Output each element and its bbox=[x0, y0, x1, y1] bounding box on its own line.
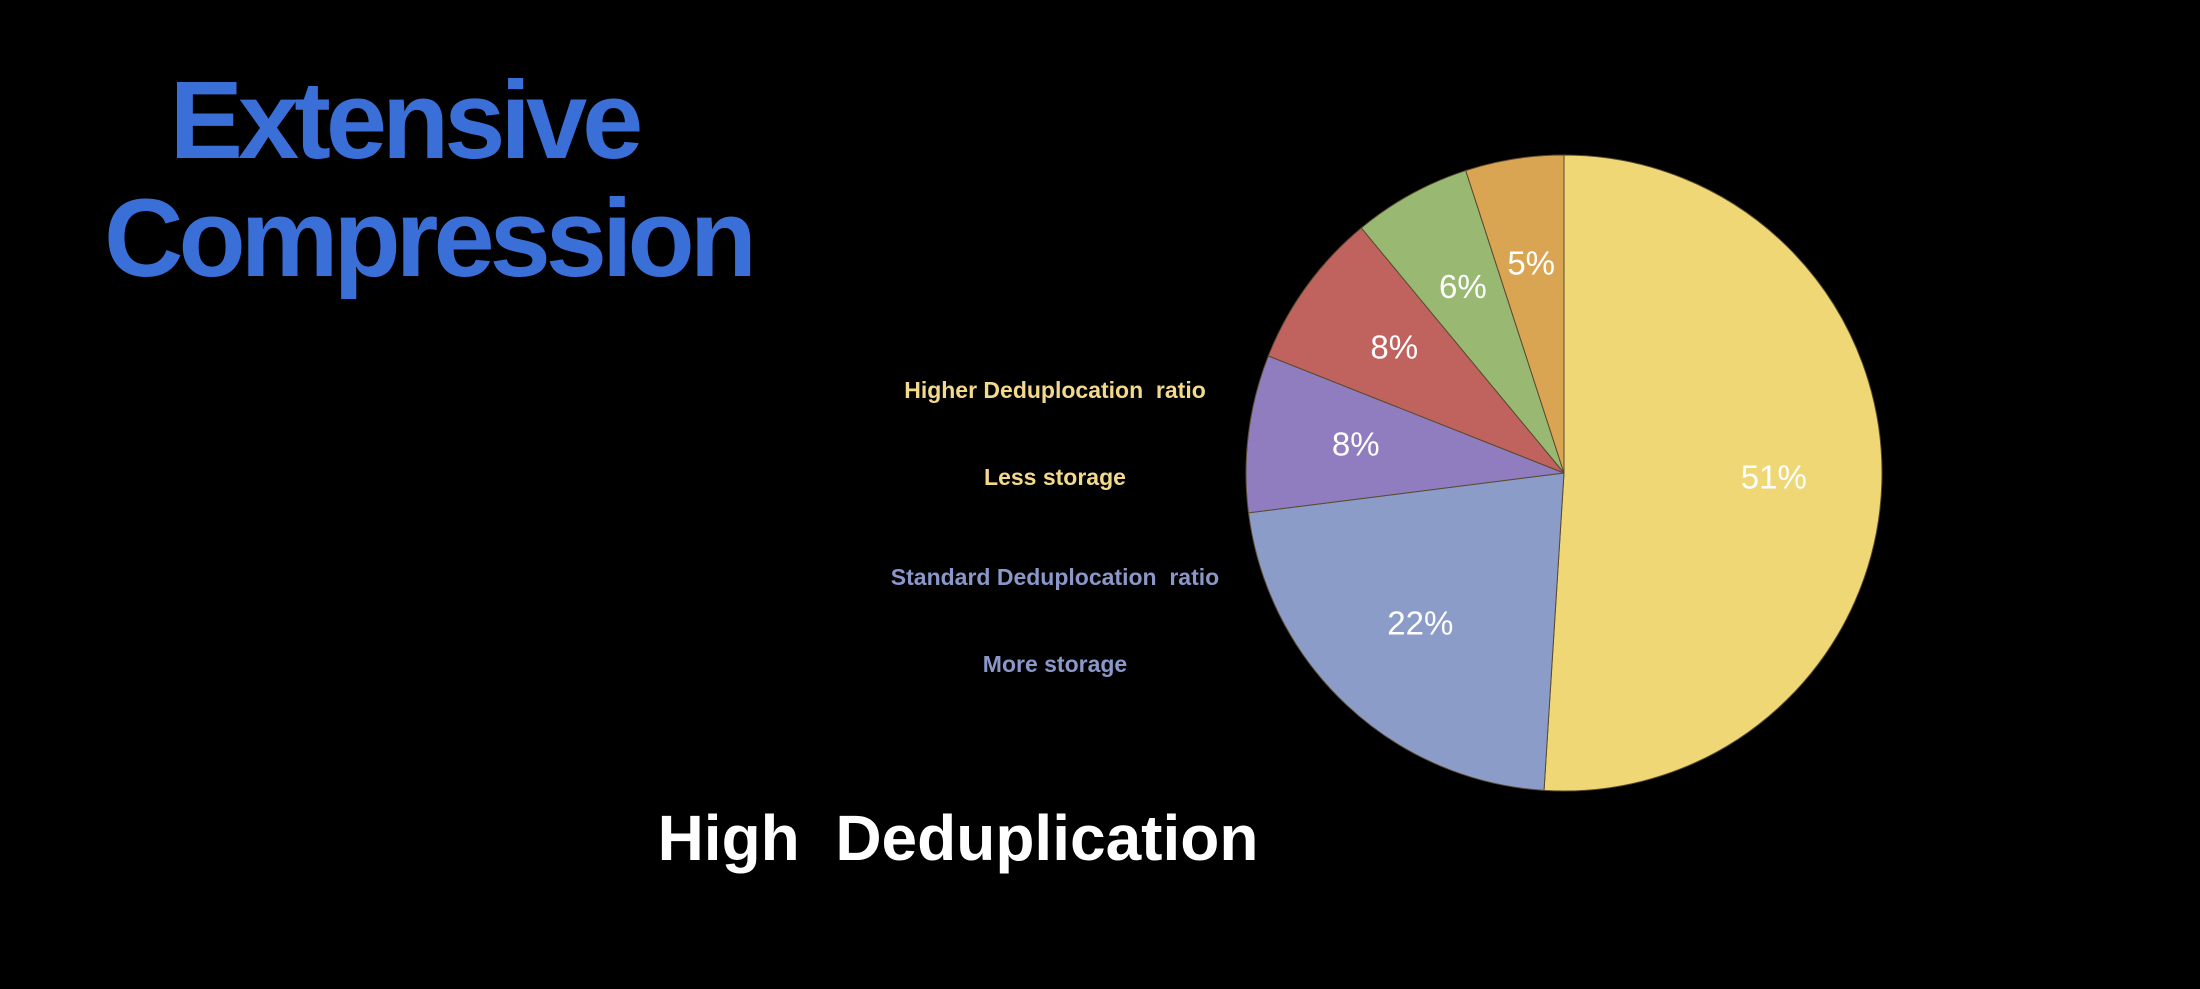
chart-subtitle: High Deduplication bbox=[657, 802, 1259, 874]
annotation-line: Standard Deduplocation ratio bbox=[890, 564, 1220, 590]
annotation-line: Higher Deduplocation ratio bbox=[904, 377, 1206, 403]
data-label: 22% bbox=[1387, 605, 1453, 642]
data-label: 8% bbox=[1370, 328, 1418, 365]
pie-slice bbox=[1465, 154, 1565, 474]
data-label: 5% bbox=[1507, 244, 1555, 281]
data-label: 8% bbox=[1332, 425, 1380, 462]
annotation-line: Less storage bbox=[984, 464, 1126, 490]
annotation: Higher Deduplocation ratio Less storage bbox=[805, 318, 1305, 550]
data-label: 6% bbox=[1439, 268, 1487, 305]
pie-slice bbox=[1360, 169, 1565, 474]
data-label: 51% bbox=[1741, 458, 1807, 495]
pie-slice bbox=[1247, 472, 1565, 791]
chart-title: Extensive Compression bbox=[104, 59, 757, 300]
pie-slice bbox=[1245, 355, 1565, 514]
annotation: Standard Deduplocation ratio More storag… bbox=[805, 505, 1305, 737]
annotation-line: More storage bbox=[982, 651, 1128, 677]
pie-slice bbox=[1267, 227, 1565, 474]
pie-slice bbox=[1543, 154, 1883, 792]
